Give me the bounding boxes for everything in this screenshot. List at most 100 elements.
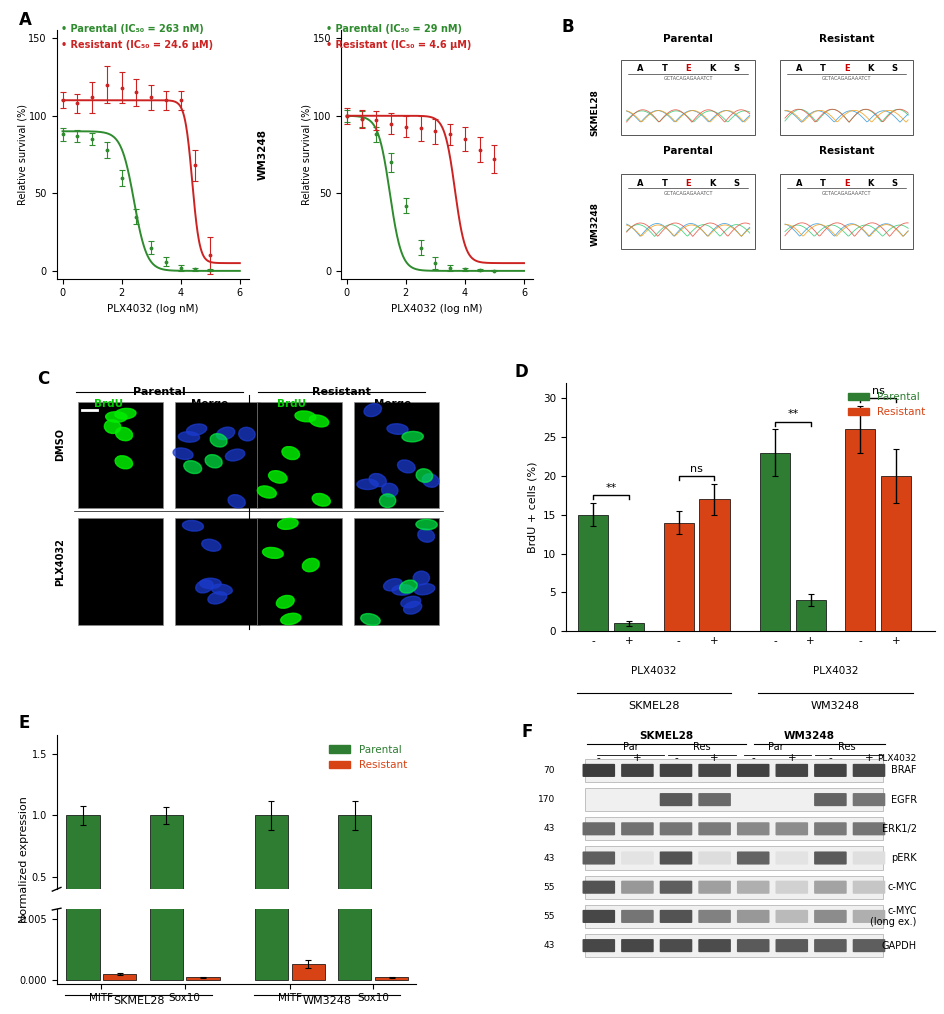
Text: A: A: [637, 178, 644, 188]
Ellipse shape: [381, 484, 398, 497]
Text: A: A: [796, 65, 802, 73]
Text: -: -: [751, 753, 755, 764]
Bar: [66, 815, 100, 939]
Ellipse shape: [280, 613, 301, 625]
Y-axis label: Relative survival (%): Relative survival (%): [301, 104, 312, 205]
Y-axis label: Relative survival (%): Relative survival (%): [17, 104, 27, 205]
Text: Merge: Merge: [192, 400, 228, 409]
Text: S: S: [892, 65, 898, 73]
Ellipse shape: [258, 486, 277, 498]
Ellipse shape: [302, 559, 319, 572]
FancyBboxPatch shape: [585, 758, 883, 782]
FancyBboxPatch shape: [354, 402, 439, 508]
Bar: [338, 0, 371, 980]
Text: ns: ns: [690, 463, 703, 474]
FancyBboxPatch shape: [852, 764, 885, 777]
Text: E: E: [685, 178, 691, 188]
FancyBboxPatch shape: [660, 939, 692, 952]
Text: Par: Par: [767, 742, 784, 752]
FancyBboxPatch shape: [699, 939, 731, 952]
FancyBboxPatch shape: [699, 764, 731, 777]
FancyBboxPatch shape: [660, 852, 692, 865]
Ellipse shape: [404, 601, 422, 614]
Ellipse shape: [115, 455, 132, 468]
FancyBboxPatch shape: [660, 793, 692, 806]
FancyBboxPatch shape: [78, 402, 163, 508]
Bar: [149, 815, 183, 939]
Text: BrdU: BrdU: [277, 400, 306, 409]
FancyBboxPatch shape: [582, 764, 615, 777]
FancyBboxPatch shape: [582, 852, 615, 865]
Text: PLX4032: PLX4032: [813, 666, 858, 675]
Ellipse shape: [106, 412, 126, 422]
FancyBboxPatch shape: [852, 822, 885, 836]
FancyBboxPatch shape: [585, 847, 883, 870]
Y-axis label: BrdU + cells (%): BrdU + cells (%): [528, 461, 537, 553]
Ellipse shape: [195, 580, 213, 593]
Text: PLX4032: PLX4032: [632, 666, 677, 675]
Text: **: **: [606, 483, 616, 493]
Bar: [760, 452, 790, 631]
Ellipse shape: [184, 460, 202, 474]
Text: +: +: [787, 753, 796, 764]
Ellipse shape: [178, 432, 199, 442]
Ellipse shape: [399, 580, 417, 593]
FancyBboxPatch shape: [814, 822, 847, 836]
X-axis label: PLX4032 (log nM): PLX4032 (log nM): [391, 304, 482, 314]
Ellipse shape: [397, 460, 415, 473]
Text: Parental: Parental: [664, 34, 713, 45]
Text: WM3248: WM3248: [590, 202, 599, 246]
Text: 43: 43: [544, 854, 555, 863]
Text: GCTACAGAGAAATCT: GCTACAGAGAAATCT: [664, 191, 713, 196]
Ellipse shape: [414, 584, 435, 595]
FancyBboxPatch shape: [852, 793, 885, 806]
Ellipse shape: [226, 449, 244, 461]
Text: K: K: [709, 65, 716, 73]
Ellipse shape: [269, 470, 287, 483]
Ellipse shape: [364, 404, 381, 417]
Text: -: -: [674, 753, 678, 764]
FancyBboxPatch shape: [699, 852, 731, 865]
Ellipse shape: [379, 494, 396, 508]
Ellipse shape: [262, 548, 283, 559]
Text: 43: 43: [544, 941, 555, 950]
Text: WM3248: WM3248: [784, 731, 834, 741]
Bar: [845, 430, 875, 631]
Text: PLX4032: PLX4032: [877, 754, 917, 764]
FancyBboxPatch shape: [852, 939, 885, 952]
FancyBboxPatch shape: [582, 881, 615, 893]
Text: +: +: [633, 753, 642, 764]
FancyBboxPatch shape: [776, 939, 808, 952]
Ellipse shape: [383, 579, 402, 591]
FancyBboxPatch shape: [814, 764, 847, 777]
Ellipse shape: [187, 424, 207, 435]
Text: 170: 170: [538, 795, 555, 804]
Text: ERK1/2: ERK1/2: [882, 823, 917, 834]
Ellipse shape: [361, 613, 380, 626]
FancyBboxPatch shape: [814, 939, 847, 952]
Text: 70: 70: [544, 766, 555, 775]
Text: +: +: [865, 753, 873, 764]
Ellipse shape: [401, 596, 421, 607]
Text: -: -: [597, 753, 600, 764]
FancyBboxPatch shape: [621, 174, 755, 248]
FancyBboxPatch shape: [776, 910, 808, 923]
Text: 55: 55: [544, 912, 555, 921]
Text: SKMEL28: SKMEL28: [113, 997, 164, 1006]
FancyBboxPatch shape: [78, 518, 163, 625]
FancyBboxPatch shape: [585, 904, 883, 928]
FancyBboxPatch shape: [852, 881, 885, 893]
Ellipse shape: [416, 519, 437, 529]
Bar: [881, 476, 911, 631]
Text: Parental: Parental: [133, 386, 186, 396]
FancyBboxPatch shape: [585, 788, 883, 811]
Text: F: F: [521, 723, 532, 741]
Text: c-MYC
(long ex.): c-MYC (long ex.): [870, 906, 917, 927]
FancyBboxPatch shape: [257, 518, 342, 625]
Text: E: E: [19, 714, 30, 732]
Text: T: T: [820, 178, 826, 188]
Text: WM3248: WM3248: [258, 129, 268, 180]
Ellipse shape: [228, 495, 245, 508]
Text: WM3248: WM3248: [303, 997, 351, 1006]
Text: • Parental (IC₅₀ = 263 nM): • Parental (IC₅₀ = 263 nM): [61, 24, 204, 34]
